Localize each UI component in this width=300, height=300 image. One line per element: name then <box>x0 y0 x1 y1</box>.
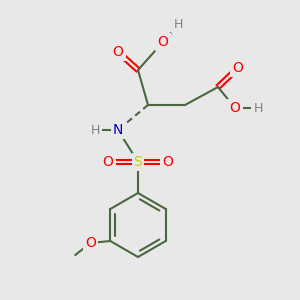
Text: S: S <box>134 155 142 169</box>
Text: O: O <box>163 155 173 169</box>
Text: O: O <box>230 101 240 115</box>
Text: O: O <box>158 35 168 49</box>
Text: O: O <box>103 155 113 169</box>
Text: O: O <box>112 45 123 59</box>
Text: N: N <box>113 123 123 137</box>
Text: O: O <box>232 61 243 75</box>
Text: H: H <box>90 124 100 136</box>
Text: H: H <box>253 101 263 115</box>
Text: O: O <box>85 236 96 250</box>
Text: H: H <box>173 19 183 32</box>
